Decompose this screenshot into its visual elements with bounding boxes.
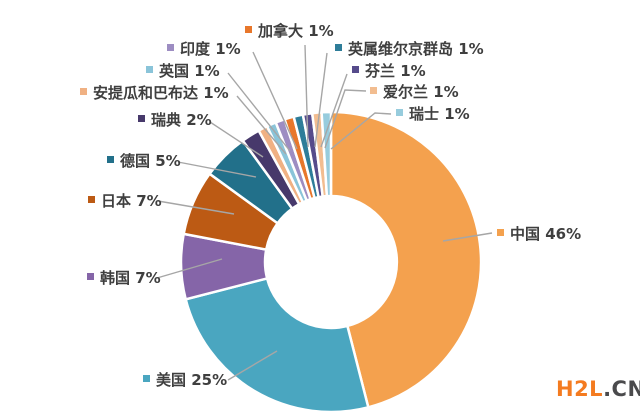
callout-label-india: 印度 1% [167,40,241,58]
donut-slices [179,110,483,414]
leader-line-india [252,51,298,150]
leader-line-antigua-and-barbuda [236,95,287,155]
leader-line-sweden [209,121,264,158]
callout-label-usa: 美国 25% [143,371,227,389]
legend-marker-india [167,44,174,51]
legend-marker-china [497,229,504,236]
watermark-logo: H2L.CN [556,378,640,400]
callout-text-usa: 美国 25% [156,371,228,389]
legend-marker-sweden [138,115,145,122]
legend-marker-canada [245,26,252,33]
callout-label-finland: 芬兰 1% [352,62,426,80]
callout-text-japan: 日本 7% [101,192,162,210]
slice-switzerland [320,110,333,198]
watermark-brand: H2L [556,377,604,401]
watermark-suffix: .CN [603,377,640,401]
legend-marker-british-virgin-islands [335,44,342,51]
callout-text-india: 印度 1% [180,40,241,58]
leader-line-ireland [324,89,367,149]
callout-text-uk: 英国 1% [159,62,220,80]
legend-marker-switzerland [396,109,403,116]
legend-marker-south-korea [87,273,94,280]
leader-line-china [442,232,493,242]
slice-usa [184,276,370,414]
callout-label-canada: 加拿大 1% [245,22,334,40]
legend-marker-antigua-and-barbuda [80,88,87,95]
leader-line-british-virgin-islands [314,52,328,148]
leader-lines [156,44,493,381]
leader-line-usa [227,350,278,381]
callout-label-sweden: 瑞典 2% [138,111,212,129]
callout-label-switzerland: 瑞士 1% [396,105,470,123]
callout-label-british-virgin-islands: 英属维尔京群岛 1% [335,40,484,58]
callout-text-ireland: 爱尔兰 1% [383,83,459,101]
leader-line-germany [177,161,257,178]
callout-label-ireland: 爱尔兰 1% [370,83,459,101]
callout-label-south-korea: 韩国 7% [87,269,161,287]
callout-text-germany: 德国 5% [120,152,181,170]
legend-marker-germany [107,156,114,163]
legend-marker-ireland [370,87,377,94]
callout-text-china: 中国 46% [510,225,582,243]
callout-label-japan: 日本 7% [88,192,162,210]
callout-text-sweden: 瑞典 2% [151,111,212,129]
legend-marker-japan [88,196,95,203]
callout-label-germany: 德国 5% [107,152,181,170]
leader-line-uk [227,72,291,152]
callout-text-antigua-and-barbuda: 安提瓜和巴布达 1% [93,84,229,102]
leader-line-south-korea [156,258,223,279]
legend-marker-usa [143,375,150,382]
legend-marker-finland [352,66,359,73]
legend-marker-uk [146,66,153,73]
leader-line-canada [304,44,309,148]
callout-label-uk: 英国 1% [146,62,220,80]
callout-label-china: 中国 46% [497,225,581,243]
callout-text-south-korea: 韩国 7% [100,269,161,287]
callout-label-antigua-and-barbuda: 安提瓜和巴布达 1% [80,84,229,102]
leader-line-finland [320,73,348,148]
leader-line-japan [157,200,235,215]
callout-text-canada: 加拿大 1% [258,22,334,40]
callout-text-switzerland: 瑞士 1% [409,105,470,123]
slice-china [329,110,483,409]
callout-text-finland: 芬兰 1% [365,62,426,80]
leader-line-switzerland [330,112,392,150]
callout-text-british-virgin-islands: 英属维尔京群岛 1% [348,40,484,58]
